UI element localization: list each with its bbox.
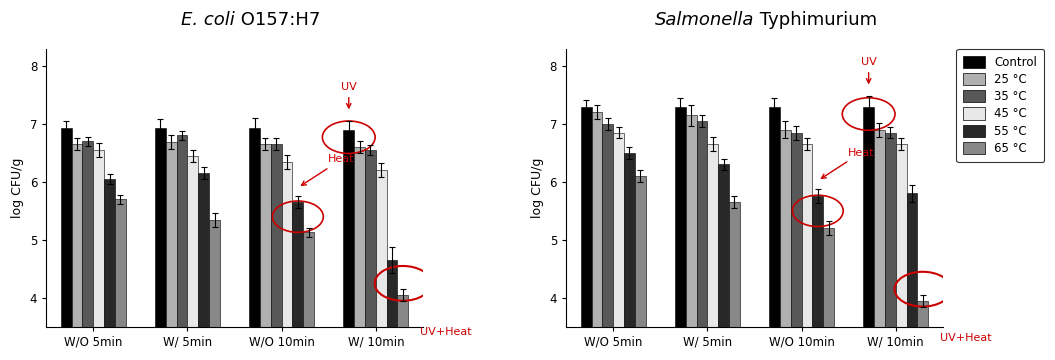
Text: O157:H7: O157:H7 <box>234 11 320 29</box>
Bar <box>72 144 82 360</box>
Bar <box>292 202 304 360</box>
Bar <box>398 295 408 360</box>
Bar <box>387 260 398 360</box>
Bar <box>602 124 613 360</box>
Bar <box>176 135 188 360</box>
Bar <box>635 176 646 360</box>
Bar <box>343 130 354 360</box>
Bar <box>115 199 126 360</box>
Bar <box>365 150 376 360</box>
Bar <box>376 170 387 360</box>
Bar <box>906 193 918 360</box>
Bar <box>155 128 166 360</box>
Y-axis label: log CFU/g: log CFU/g <box>531 158 544 218</box>
Bar <box>580 107 592 360</box>
Text: Typhimurium: Typhimurium <box>754 11 878 29</box>
Bar <box>282 162 292 360</box>
Bar <box>104 179 115 360</box>
Bar <box>780 130 790 360</box>
Bar <box>592 112 602 360</box>
Text: UV+Heat: UV+Heat <box>420 327 472 337</box>
Bar <box>729 202 740 360</box>
Bar <box>61 128 72 360</box>
Bar <box>696 121 707 360</box>
Bar <box>209 220 219 360</box>
Bar <box>918 301 928 360</box>
Text: Heat: Heat <box>822 148 875 178</box>
Bar <box>82 141 93 360</box>
Bar <box>769 107 780 360</box>
Bar <box>166 143 176 360</box>
Bar <box>812 197 823 360</box>
Bar <box>260 144 271 360</box>
Bar <box>707 144 718 360</box>
Bar <box>613 132 624 360</box>
Bar <box>885 132 896 360</box>
Text: E. coli: E. coli <box>180 11 234 29</box>
Text: Salmonella: Salmonella <box>655 11 754 29</box>
Text: UV+Heat: UV+Heat <box>940 333 992 343</box>
Bar <box>874 130 885 360</box>
Bar <box>271 144 282 360</box>
Bar <box>802 144 812 360</box>
Bar <box>249 128 260 360</box>
Bar <box>896 144 906 360</box>
Bar <box>686 115 696 360</box>
Text: UV: UV <box>861 57 877 83</box>
Bar <box>718 165 729 360</box>
Bar <box>198 173 209 360</box>
Bar <box>790 132 802 360</box>
Bar <box>93 150 104 360</box>
Bar <box>188 156 198 360</box>
Text: UV: UV <box>341 82 357 108</box>
Bar <box>823 228 835 360</box>
Bar <box>863 107 874 360</box>
Bar <box>354 147 365 360</box>
Y-axis label: log CFU/g: log CFU/g <box>12 158 24 218</box>
Bar <box>624 153 635 360</box>
Legend: Control, 25 °C, 35 °C, 45 °C, 55 °C, 65 °C: Control, 25 °C, 35 °C, 45 °C, 55 °C, 65 … <box>956 49 1044 162</box>
Bar <box>304 232 314 360</box>
Text: Heat: Heat <box>302 154 354 185</box>
Bar <box>675 107 686 360</box>
